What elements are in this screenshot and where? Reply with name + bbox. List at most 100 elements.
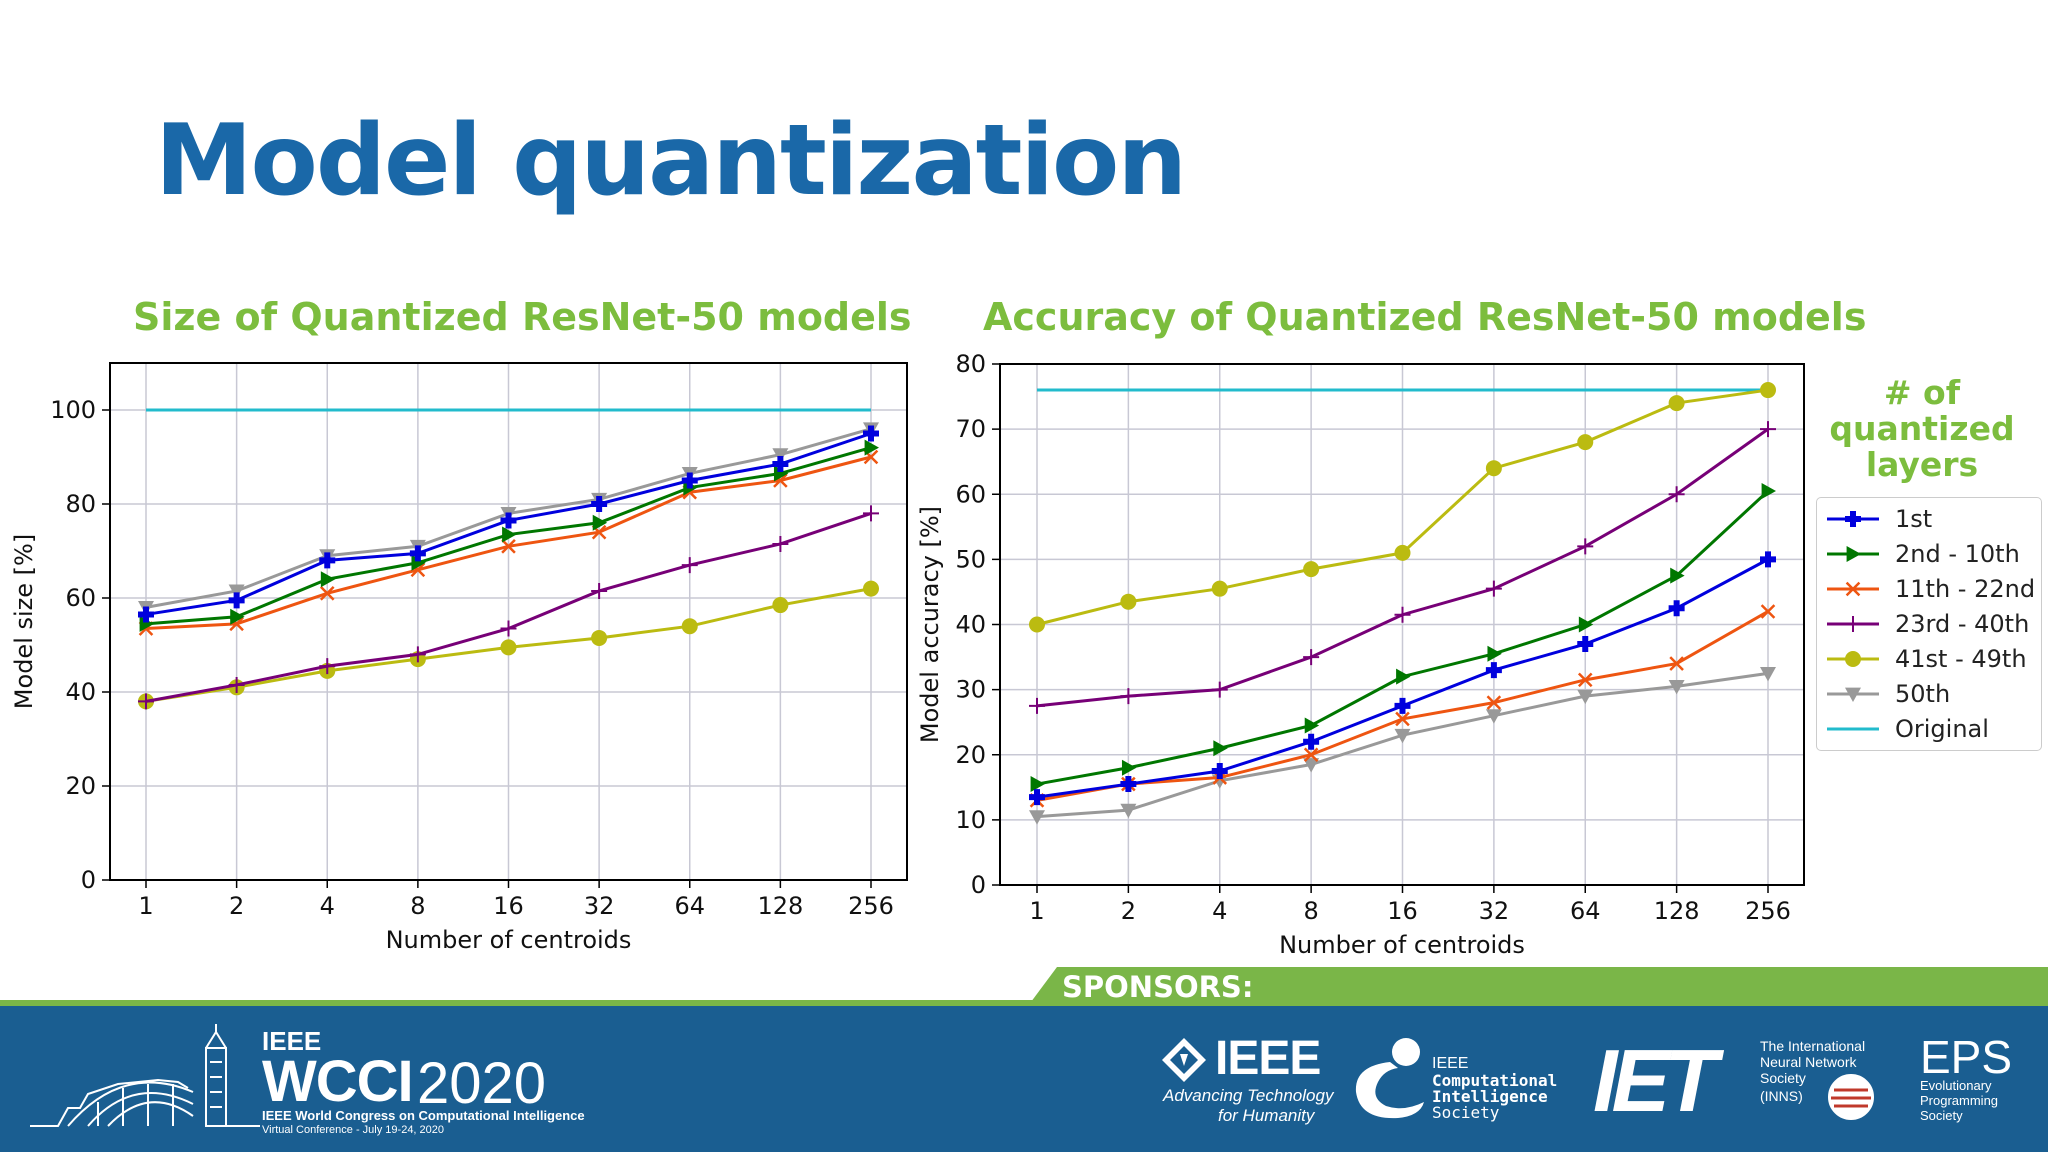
x-tick-label: 64 [1570,897,1601,925]
y-tick-label: 20 [65,772,96,800]
x-axis-label: Number of centroids [1279,931,1525,959]
data-point [772,448,789,463]
data-point [1211,681,1228,698]
data-point [1668,486,1685,503]
legend-label: 23rd - 40th [1895,610,2030,638]
data-point [863,505,879,522]
legend-label: 11th - 22nd [1895,575,2036,603]
conference-dates: Virtual Conference - July 19-24, 2020 [262,1124,445,1136]
legend-swatch [1827,546,1879,562]
x-tick-label: 8 [1303,897,1318,925]
y-tick-label: 100 [50,396,96,424]
data-point [1303,649,1320,666]
data-point [320,571,336,588]
legend-title-line: layers [1865,445,1979,484]
eps-text: Society [1920,1108,1963,1123]
data-point [1486,695,1502,710]
data-point [1578,616,1594,633]
y-tick-label: 60 [955,480,986,508]
data-point [1029,616,1045,633]
legend-item: 2nd - 10th [1823,537,2020,571]
data-point [864,439,879,456]
x-tick-label: 128 [757,892,803,920]
data-point [1394,728,1411,744]
data-point [1668,679,1685,695]
inns-text: (INNS) [1760,1088,1803,1104]
conference-name: WCCI [262,1049,414,1114]
series-41st-49th [1029,382,1776,633]
legend-title-line: quantized [1829,409,2015,448]
legend-label: 2nd - 10th [1895,540,2020,568]
series-23rd-40th [138,505,879,710]
data-point [591,629,608,646]
data-point [1211,763,1228,780]
ieee-diamond-logo [1162,1038,1206,1082]
inns-globe-icon [1828,1074,1874,1120]
series-1st [138,425,879,623]
cis-text: Society [1432,1103,1500,1122]
legend-label: Original [1895,715,1989,743]
legend-item: 50th [1823,677,1950,711]
data-point [1211,580,1228,597]
data-point [592,514,608,531]
legend-item: 1st [1823,502,1932,536]
y-tick-label: 80 [955,350,986,378]
data-point [1303,747,1319,763]
data-point [319,658,336,675]
eps-text: Evolutionary [1920,1078,1992,1093]
data-point [863,580,879,597]
data-point [500,512,517,529]
data-point [1120,803,1137,819]
x-tick-label: 2 [229,892,244,920]
data-point [772,456,789,473]
data-point [1120,688,1137,705]
x-tick-label: 8 [410,892,425,920]
footer-bar [0,1006,2048,1152]
data-point [500,620,517,637]
data-point [409,646,426,663]
x-tick-label: 4 [320,892,335,920]
y-tick-label: 10 [955,806,986,834]
data-point [1396,668,1411,685]
data-point [1760,551,1776,568]
legend-title-line: # of [1883,373,1961,412]
series-11th-22nd [1029,604,1776,808]
data-point [1577,636,1594,653]
data-point [1760,421,1776,438]
y-tick-label: 30 [955,676,986,704]
conference-skyline-logo [30,1024,260,1127]
accuracy-chart-title: Accuracy of Quantized ResNet-50 models [983,295,1867,339]
data-point [1669,656,1684,671]
y-tick-label: 20 [955,741,986,769]
size-chart-title: Size of Quantized ResNet-50 models [133,295,912,339]
data-point [319,586,335,601]
legend-label: 41st - 49th [1895,645,2027,673]
x-tick-label: 2 [1121,897,1136,925]
data-point [1485,580,1502,597]
sponsors-label: SPONSORS: [1062,970,1254,1004]
data-point [1760,666,1776,682]
data-point [1485,460,1502,477]
data-point [1213,740,1228,757]
y-tick-label: 0 [971,871,986,899]
data-point [1577,689,1594,705]
axis-ticks: 1 2 4 8 16 32 64 128 256 0 20 40 60 80 100 [50,396,894,920]
y-tick-label: 40 [955,611,986,639]
data-point [1395,711,1410,727]
data-point [500,639,517,656]
x-tick-label: 256 [1745,897,1791,925]
x-tick-label: 128 [1654,897,1700,925]
data-point [1760,382,1776,399]
series-23rd-40th [1029,421,1776,714]
chart-legend: 1st 2nd - 10th 11th - 22nd 23rd - 40th 4… [1816,497,2042,751]
ieee-tagline: for Humanity [1218,1106,1315,1125]
size-chart: 1 2 4 8 16 32 64 128 256 0 20 40 60 80 100 Number of ce… [10,362,908,954]
data-point [772,535,789,552]
legend-marker [1845,651,1861,667]
data-point [1029,810,1045,825]
legend-label: 50th [1895,680,1951,708]
x-tick-label: 16 [493,892,524,920]
y-tick-label: 70 [955,415,986,443]
data-point [1394,606,1411,623]
data-point [1577,434,1594,451]
